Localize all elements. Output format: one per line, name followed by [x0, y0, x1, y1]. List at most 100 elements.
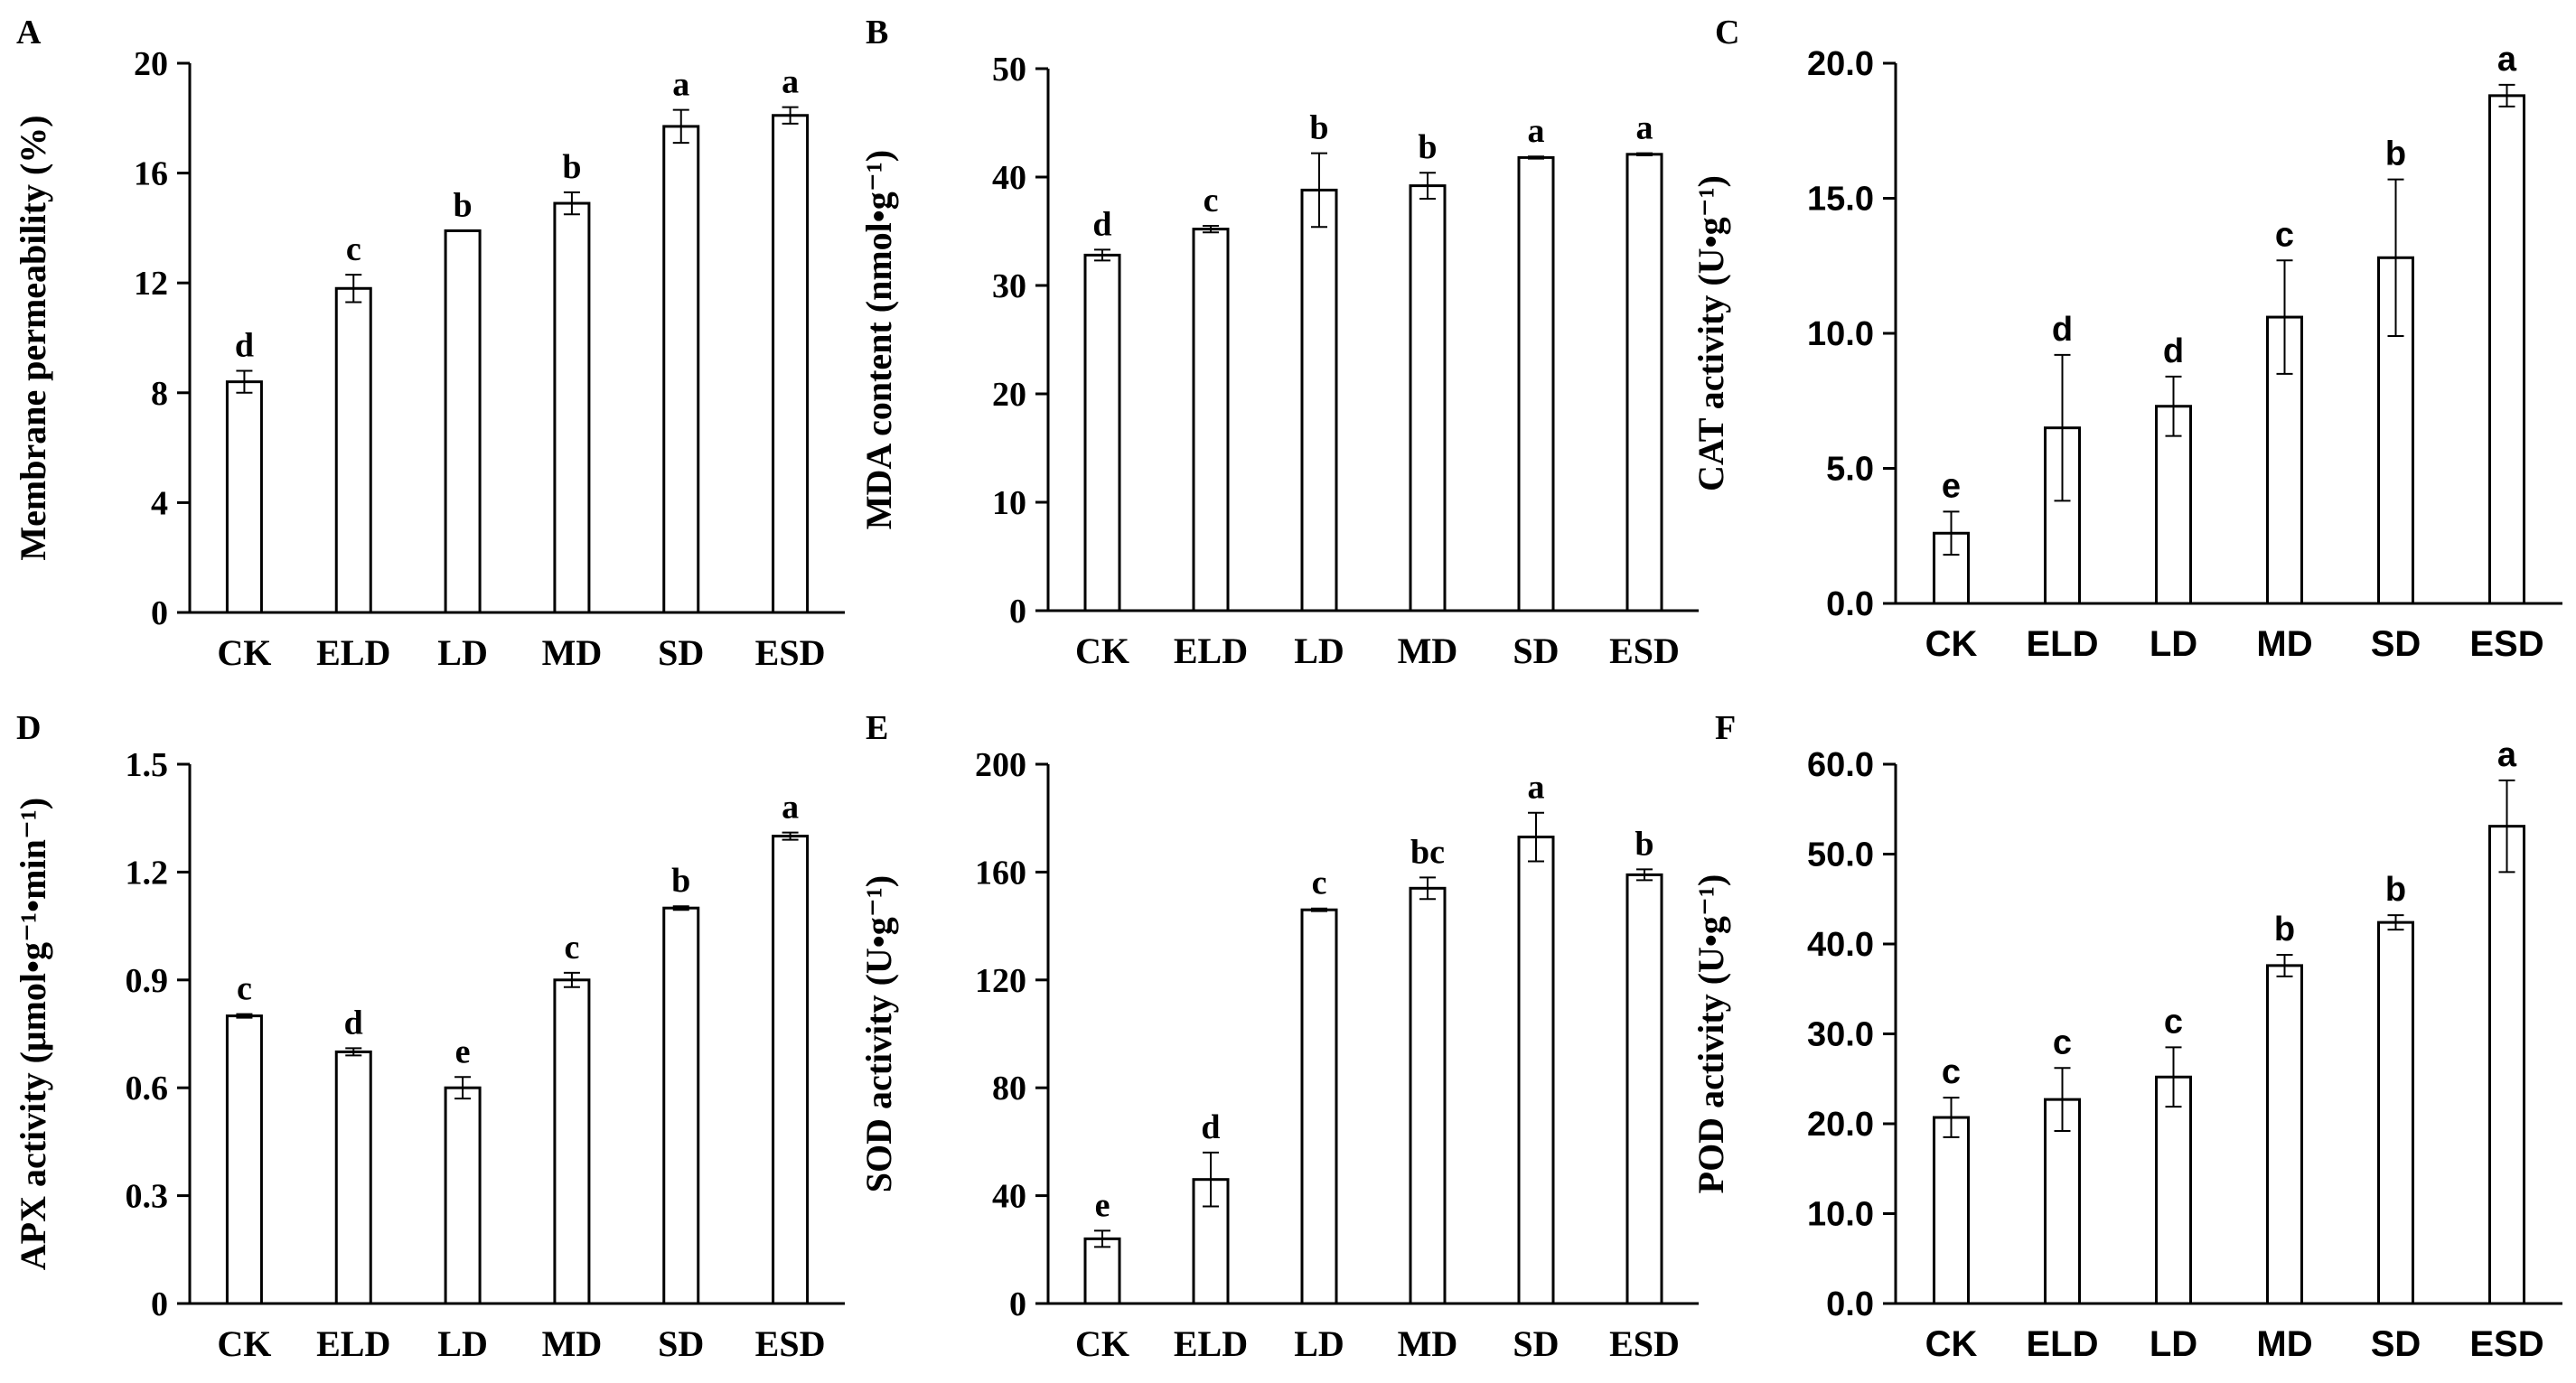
y-tick-label: 10.0 — [1807, 1196, 1874, 1234]
y-tick-label: 4 — [151, 484, 168, 522]
x-tick-label: CK — [217, 1323, 271, 1364]
x-tick-label: LD — [2150, 1324, 2197, 1364]
bar — [553, 978, 591, 1305]
y-tick-label: 120 — [975, 962, 1026, 1000]
y-tick-label: 0.9 — [126, 962, 169, 1000]
bar — [2266, 964, 2303, 1305]
x-tick-label: SD — [658, 632, 704, 673]
significance-letter: a — [672, 66, 689, 104]
significance-letter: a — [1528, 112, 1545, 150]
y-tick-label: 10.0 — [1807, 315, 1874, 353]
bar — [553, 201, 591, 614]
chart-panel-a: A 0 4 8 12 16 20 Membrane permeability (%) d CK c E… — [13, 14, 845, 673]
y-tick-label: 20 — [992, 376, 1026, 414]
significance-letter: c — [564, 929, 579, 967]
panel-label: C — [1715, 14, 1739, 51]
significance-letter: e — [455, 1033, 471, 1070]
significance-letter: c — [1312, 864, 1327, 902]
significance-letter: e — [1095, 1186, 1110, 1224]
bar — [772, 114, 810, 614]
y-tick-label: 20 — [134, 45, 168, 83]
y-tick-label: 0 — [1009, 593, 1026, 631]
bar — [2044, 1098, 2081, 1305]
bar — [1517, 836, 1555, 1305]
y-tick-label: 0.0 — [1826, 585, 1874, 623]
significance-letter: a — [1636, 109, 1653, 147]
bar — [444, 1086, 482, 1305]
bar — [2155, 405, 2192, 605]
y-axis-label: MDA content (nmol•g⁻¹) — [858, 150, 899, 529]
significance-letter: e — [1942, 467, 1961, 505]
y-tick-label: 20.0 — [1807, 45, 1874, 83]
significance-letter: a — [782, 789, 799, 827]
bar — [444, 229, 482, 614]
y-tick-label: 40.0 — [1807, 926, 1874, 964]
x-tick-label: ESD — [2469, 1324, 2543, 1364]
x-tick-label: LD — [437, 1323, 488, 1364]
y-tick-label: 0 — [151, 1285, 168, 1323]
chart-panel-b: B 0 10 20 30 40 50 MDA content (nmol•g⁻¹) d CK c EL… — [858, 14, 1699, 671]
bar — [334, 1050, 372, 1305]
y-tick-label: 16 — [134, 155, 168, 193]
chart-panel-f: F 0.0 10.0 20.0 30.0 40.0 50.0 60.0 POD activity… — [1691, 709, 2562, 1364]
x-tick-label: ESD — [755, 1323, 826, 1364]
x-tick-label: LD — [2150, 624, 2197, 664]
significance-letter: b — [454, 186, 473, 224]
y-tick-label: 8 — [151, 375, 168, 413]
y-tick-label: 80 — [992, 1070, 1026, 1107]
x-tick-label: ESD — [1609, 631, 1680, 671]
x-tick-label: SD — [2371, 624, 2421, 664]
y-tick-label: 20.0 — [1807, 1106, 1874, 1144]
y-tick-label: 50.0 — [1807, 836, 1874, 874]
significance-letter: c — [1942, 1053, 1961, 1091]
x-tick-label: LD — [1294, 1323, 1344, 1364]
significance-letter: c — [1204, 182, 1219, 220]
bar — [1625, 873, 1663, 1305]
x-tick-label: MD — [2256, 1324, 2312, 1364]
bar — [2377, 256, 2414, 605]
significance-letter: d — [2052, 311, 2073, 349]
significance-letter: c — [237, 970, 252, 1008]
bar — [1517, 155, 1555, 612]
x-tick-label: ESD — [755, 632, 826, 673]
bar — [225, 380, 263, 614]
significance-letter: a — [2497, 736, 2517, 774]
chart-panel-d: D 0 0.3 0.6 0.9 1.2 1.5 APX activity (μmol•g⁻¹•… — [13, 709, 845, 1364]
x-tick-label: MD — [2256, 624, 2312, 664]
x-tick-label: SD — [658, 1323, 704, 1364]
significance-letter: b — [2385, 871, 2406, 909]
x-tick-label: ELD — [316, 1323, 390, 1364]
bar — [2488, 825, 2525, 1305]
significance-letter: b — [1418, 128, 1437, 166]
y-tick-label: 0.3 — [126, 1178, 169, 1216]
bar — [1933, 1116, 1970, 1305]
significance-letter: d — [1201, 1108, 1220, 1146]
x-tick-label: ESD — [1609, 1323, 1680, 1364]
bar — [1083, 253, 1121, 612]
x-tick-label: SD — [2371, 1324, 2421, 1364]
bar — [1083, 1237, 1121, 1305]
significance-letter: b — [2385, 135, 2406, 173]
y-tick-label: 0.6 — [126, 1070, 169, 1107]
bar — [334, 286, 372, 614]
y-tick-label: 5.0 — [1826, 451, 1874, 489]
significance-letter: b — [1309, 109, 1328, 147]
x-tick-label: MD — [1398, 631, 1458, 671]
y-tick-label: 60.0 — [1807, 746, 1874, 784]
bar — [1300, 908, 1338, 1305]
bar — [1409, 184, 1447, 612]
x-tick-label: ELD — [1174, 1323, 1248, 1364]
y-axis-label: APX activity (μmol•g⁻¹•min⁻¹) — [13, 798, 53, 1270]
panel-label: E — [866, 709, 888, 747]
significance-letter: a — [2497, 41, 2517, 79]
chart-panel-c: C 0.0 5.0 10.0 15.0 20.0 CAT activity (U•g⁻¹) e… — [1691, 14, 2562, 664]
y-tick-label: 0.0 — [1826, 1285, 1874, 1323]
y-tick-label: 0 — [1009, 1285, 1026, 1323]
y-tick-label: 30 — [992, 267, 1026, 305]
bar — [662, 125, 700, 614]
x-tick-label: ELD — [2027, 1324, 2099, 1364]
y-tick-label: 15.0 — [1807, 181, 1874, 219]
y-tick-label: 40 — [992, 1178, 1026, 1216]
bar — [662, 906, 700, 1305]
